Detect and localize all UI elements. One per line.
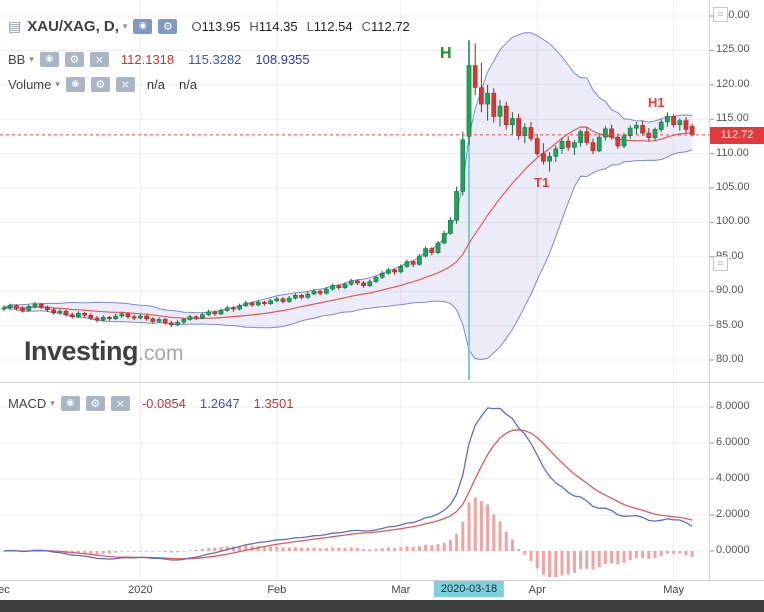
chevron-down-icon[interactable]: ▾: [122, 21, 128, 32]
volume-values: n/a n/a: [147, 77, 197, 92]
chevron-down-icon[interactable]: ▾: [29, 54, 34, 65]
bb-upper-value: 115.3282: [188, 52, 242, 67]
y-axis-label: 110.00: [716, 146, 749, 159]
settings-gear-icon[interactable]: ⚙: [90, 77, 110, 92]
macd-axis-label: 8.0000: [716, 400, 750, 412]
gear-glyph: ⚙: [95, 78, 106, 91]
macd-legend-row: MACD ▾ ◉ ⚙ × -0.0854 1.2647 1.3501: [8, 396, 293, 411]
chevron-down-icon[interactable]: ▾: [50, 398, 55, 409]
bottom-dark-bar: [0, 600, 764, 612]
close-icon[interactable]: ×: [115, 77, 135, 92]
volume-value-2: n/a: [178, 77, 198, 92]
symbol-legend-row: ▤ XAU/XAG, D, ▾ ◉ ⚙ O 113.95 H 114.35 L 112…: [8, 18, 410, 35]
settings-gear-icon[interactable]: ⚙: [85, 396, 105, 411]
x-axis-label: 2020: [128, 584, 153, 596]
visibility-eye-icon[interactable]: ◉: [39, 52, 59, 67]
y-axis-label: 100.00: [716, 215, 750, 228]
gear-glyph: ⚙: [90, 397, 101, 410]
high-label: H: [249, 19, 259, 34]
x-axis-label: Apr: [528, 584, 546, 596]
investing-logo: Investing.com: [24, 336, 184, 367]
current-price-tag: 112.72: [710, 126, 764, 144]
symbol-title[interactable]: XAU/XAG, D,: [27, 18, 119, 35]
settings-gear-icon[interactable]: ⚙: [158, 19, 178, 34]
y-axis-label: 90.00: [716, 284, 744, 297]
bb-legend-row: BB ▾ ◉ ⚙ × 112.1318 115.3282 108.9355: [8, 52, 310, 67]
macd-line-value: 1.2647: [199, 396, 240, 411]
pane-settings-button[interactable]: ▫: [713, 256, 728, 271]
macd-axis-label: 6.0000: [716, 436, 750, 448]
open-value: 113.95: [201, 19, 241, 34]
macd-label[interactable]: MACD: [8, 396, 47, 411]
eye-glyph: ◉: [45, 54, 54, 64]
macd-axis-label: 4.0000: [716, 472, 750, 484]
high-value: 114.35: [258, 19, 298, 34]
visibility-eye-icon[interactable]: ◉: [65, 77, 85, 92]
highlighted-date-tag: 2020-03-18: [433, 581, 505, 597]
x-axis-label: Feb: [267, 584, 287, 596]
low-value: 112.54: [313, 19, 353, 34]
ohlc-values: O 113.95 H 114.35 L 112.54 C 112.72: [191, 19, 409, 34]
settings-gear-icon[interactable]: ⚙: [64, 52, 84, 67]
eye-glyph: ◉: [66, 398, 75, 408]
y-axis-label: 120.00: [716, 77, 750, 90]
close-value: 112.72: [370, 19, 410, 34]
visibility-eye-icon[interactable]: ◉: [60, 396, 80, 411]
y-axis-label: 115.00: [716, 112, 749, 125]
time-axis[interactable]: [0, 580, 710, 600]
x-axis-label: Mar: [391, 584, 411, 596]
gear-glyph: ⚙: [69, 53, 80, 66]
x-axis-label: May: [663, 584, 684, 596]
volume-value-1: n/a: [146, 77, 165, 92]
x-axis-label: ec: [0, 584, 10, 596]
close-icon[interactable]: ×: [110, 396, 130, 411]
bb-values: 112.1318 115.3282 108.9355: [121, 52, 310, 67]
close-icon[interactable]: ×: [89, 52, 109, 67]
y-axis-label: 85.00: [716, 318, 744, 331]
macd-values: -0.0854 1.2647 1.3501: [142, 396, 294, 411]
chevron-down-icon[interactable]: ▾: [55, 79, 60, 90]
chart-panel-icon[interactable]: ▤: [8, 18, 22, 35]
logo-main-text: Investing: [24, 336, 139, 366]
x-glyph: ×: [94, 53, 104, 66]
bb-label[interactable]: BB: [8, 52, 26, 67]
bb-lower-value: 112.1318: [120, 52, 175, 67]
close-label: C: [361, 19, 371, 34]
annotation-t1[interactable]: T1: [534, 175, 550, 190]
gear-glyph: ⚙: [163, 20, 173, 33]
eye-glyph: ◉: [71, 79, 80, 89]
visibility-eye-icon[interactable]: ◉: [133, 19, 153, 34]
y-axis-label: 80.00: [716, 353, 744, 365]
macd-signal-value: 1.3501: [253, 396, 294, 411]
annotation-h[interactable]: H: [440, 45, 452, 62]
macd-axis-label: 2.0000: [716, 508, 750, 520]
volume-label[interactable]: Volume: [8, 77, 52, 92]
macd-histogram-value: -0.0854: [141, 396, 186, 411]
eye-glyph: ◉: [139, 21, 147, 31]
annotation-h1[interactable]: H1: [648, 95, 665, 110]
x-glyph: ×: [120, 78, 131, 91]
logo-suffix-text: .com: [138, 342, 184, 365]
x-glyph: ×: [115, 397, 125, 410]
bb-basis-value: 108.9355: [255, 52, 310, 67]
macd-axis-label: 0.0000: [716, 544, 750, 556]
low-label: L: [306, 19, 314, 34]
open-label: O: [191, 19, 202, 34]
volume-legend-row: Volume ▾ ◉ ⚙ × n/a n/a: [8, 77, 197, 92]
y-axis-label: 105.00: [716, 181, 750, 193]
y-axis-label: 125.00: [716, 43, 750, 56]
pane-maximize-button[interactable]: ▫: [713, 7, 728, 22]
